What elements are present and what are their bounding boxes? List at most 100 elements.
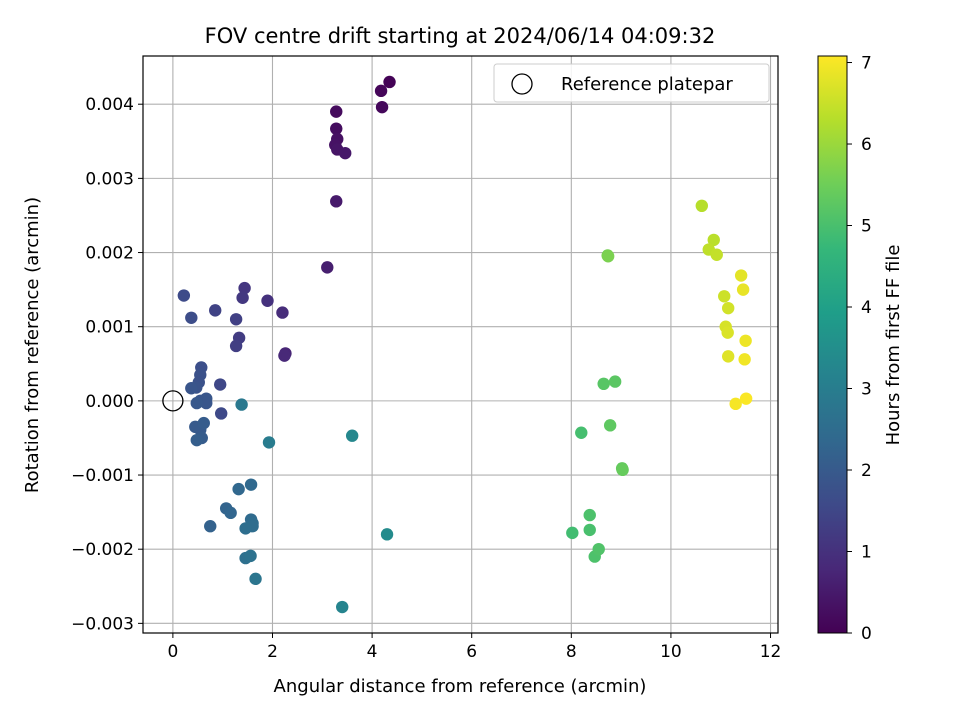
data-point [209,304,222,317]
x-axis-label: Angular distance from reference (arcmin) [274,676,647,697]
data-point [244,549,257,563]
data-point [734,269,748,282]
data-point [710,248,723,261]
y-tick-label: 0.004 [85,95,134,115]
data-point [239,522,252,535]
plot-area: 0 2 4 6 8 10 12 −0.003 −0.002 −0.001 0.000 0.001 0.… [71,55,781,662]
legend-reference-marker [511,73,533,95]
data-point [583,523,596,537]
y-axis-label: Rotation from reference (arcmin) [22,197,43,493]
colorbar-gradient [817,55,848,634]
colorbar-tick-label: 1 [861,543,872,563]
data-point [566,526,579,540]
data-point [177,289,191,302]
data-point [238,281,251,295]
colorbar: 0 1 2 3 4 5 6 7 Hours from first FF file [817,54,904,644]
data-point [236,291,249,304]
data-point [383,75,396,89]
legend-box [493,63,770,103]
data-point [597,377,610,391]
data-point [244,478,258,491]
x-tick-label: 10 [660,642,682,662]
grid-lines [143,56,778,633]
y-tick-label: −0.003 [71,614,134,634]
x-tick-label: 2 [267,642,278,662]
data-point [190,433,203,447]
data-point [204,520,217,533]
data-point [229,339,243,353]
data-point [213,378,227,391]
data-point [330,122,343,135]
colorbar-tick-label: 3 [861,380,872,400]
data-point [232,482,245,496]
data-point [707,233,720,247]
legend: Reference platepar [493,63,770,103]
data-point [729,397,742,411]
y-tick-label: −0.001 [71,466,134,486]
x-tick-label: 8 [566,642,577,662]
data-point [616,463,629,477]
data-point [721,326,734,339]
data-point [214,407,228,420]
data-point [738,353,751,366]
colorbar-tick-label: 4 [861,298,872,318]
data-point [197,416,210,430]
data-point [321,261,334,274]
colorbar-ticks: 0 1 2 3 4 5 6 7 [847,54,872,644]
data-point [229,313,243,326]
data-point [736,283,750,296]
colorbar-label: Hours from first FF file [883,245,904,446]
colorbar-tick-label: 2 [861,461,872,481]
colorbar-tick-label: 5 [861,217,872,237]
colorbar-tick-label: 7 [861,54,872,74]
data-point [592,542,605,556]
data-point [261,294,274,307]
data-point [603,419,617,432]
y-axis-ticks: −0.003 −0.002 −0.001 0.000 0.001 0.002 0.003 0.… [71,95,143,634]
chart-title: FOV centre drift starting at 2024/06/14 … [205,24,716,48]
data-point [200,396,213,410]
data-point [608,375,622,388]
data-point [718,290,731,303]
data-points [177,75,753,614]
reference-marker-layer [162,390,184,412]
colorbar-tick-label: 0 [861,624,872,644]
data-point [330,195,343,208]
data-point [185,311,198,325]
data-point [739,334,752,347]
data-point [601,250,615,263]
data-point [185,382,198,395]
data-point [336,600,349,614]
data-point [249,572,262,586]
reference-platepar-marker [162,390,184,412]
data-point [374,84,388,98]
data-point [345,429,359,442]
data-point [339,146,352,160]
y-tick-label: 0.000 [85,392,134,412]
data-point [330,105,343,118]
plot-frame [142,55,779,634]
data-point [721,301,735,315]
data-point [262,436,276,449]
x-tick-label: 12 [760,642,782,662]
data-point [276,306,289,319]
x-tick-label: 6 [466,642,477,662]
data-point [721,350,735,363]
data-point [235,398,248,411]
data-point [695,199,708,213]
y-tick-label: 0.001 [85,318,134,338]
data-point [575,426,588,439]
x-tick-label: 4 [367,642,378,662]
data-point [739,392,753,405]
data-point [380,528,394,541]
y-tick-label: 0.002 [85,244,134,264]
y-tick-label: −0.002 [71,540,134,560]
colorbar-tick-label: 6 [861,135,872,155]
legend-reference-label: Reference platepar [561,74,733,95]
x-tick-label: 0 [167,642,178,662]
data-point [190,396,203,410]
data-point [278,349,291,362]
data-point [375,100,389,114]
x-axis-ticks: 0 2 4 6 8 10 12 [167,633,781,662]
